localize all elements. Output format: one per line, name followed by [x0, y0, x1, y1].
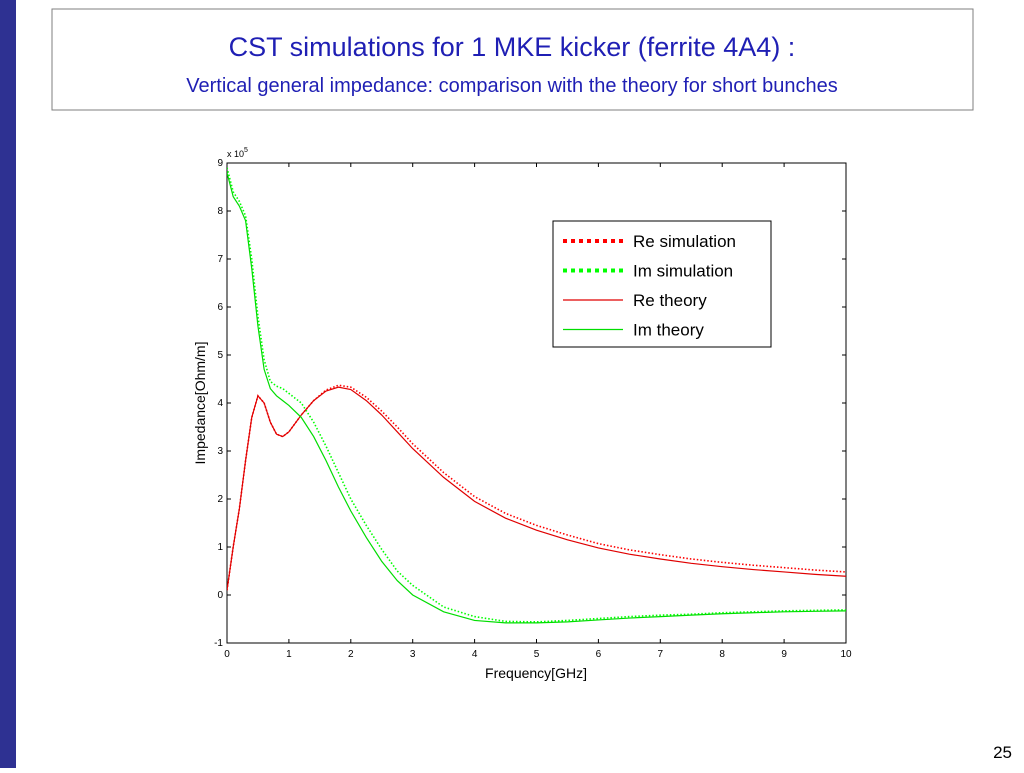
page-number: 25	[993, 743, 1012, 762]
y-multiplier: x 105	[227, 147, 248, 159]
x-tick-label: 9	[781, 649, 787, 660]
y-multiplier-exponent: 5	[244, 147, 248, 154]
x-tick-label: 5	[534, 649, 540, 660]
x-tick-label: 10	[840, 649, 852, 660]
y-tick-label: 4	[217, 398, 223, 409]
series-line	[227, 386, 846, 591]
y-tick-label: 6	[217, 302, 223, 313]
title-box	[51, 8, 974, 111]
y-tick-label: 7	[217, 254, 223, 265]
y-axis-label: Impedance[Ohm/m]	[192, 342, 208, 465]
legend-label: Im simulation	[633, 262, 733, 281]
x-tick-label: 1	[286, 649, 292, 660]
y-multiplier-base: x 10	[227, 149, 244, 159]
y-tick-label: 9	[217, 158, 223, 169]
x-tick-label: 8	[719, 649, 725, 660]
side-bar	[0, 0, 16, 768]
y-tick-label: 5	[217, 350, 223, 361]
y-tick-label: 0	[217, 590, 223, 601]
y-tick-label: 8	[217, 206, 223, 217]
x-tick-label: 7	[658, 649, 664, 660]
x-tick-label: 0	[224, 649, 230, 660]
x-tick-label: 6	[596, 649, 602, 660]
slide-subtitle: Vertical general impedance: comparison w…	[186, 75, 837, 97]
y-tick-label: 2	[217, 494, 223, 505]
legend-label: Re simulation	[633, 232, 736, 251]
legend-label: Im theory	[633, 321, 704, 340]
legend-label: Re theory	[633, 291, 707, 310]
series-line	[227, 172, 846, 624]
x-tick-label: 2	[348, 649, 354, 660]
x-tick-label: 3	[410, 649, 416, 660]
x-axis-label: Frequency[GHz]	[485, 665, 587, 681]
y-tick-label: 3	[217, 446, 223, 457]
x-tick-label: 4	[472, 649, 478, 660]
slide-title: CST simulations for 1 MKE kicker (ferrit…	[229, 32, 796, 62]
y-tick-label: 1	[217, 542, 223, 553]
series-line	[227, 167, 846, 623]
y-tick-label: -1	[214, 638, 223, 649]
lines	[227, 167, 846, 624]
